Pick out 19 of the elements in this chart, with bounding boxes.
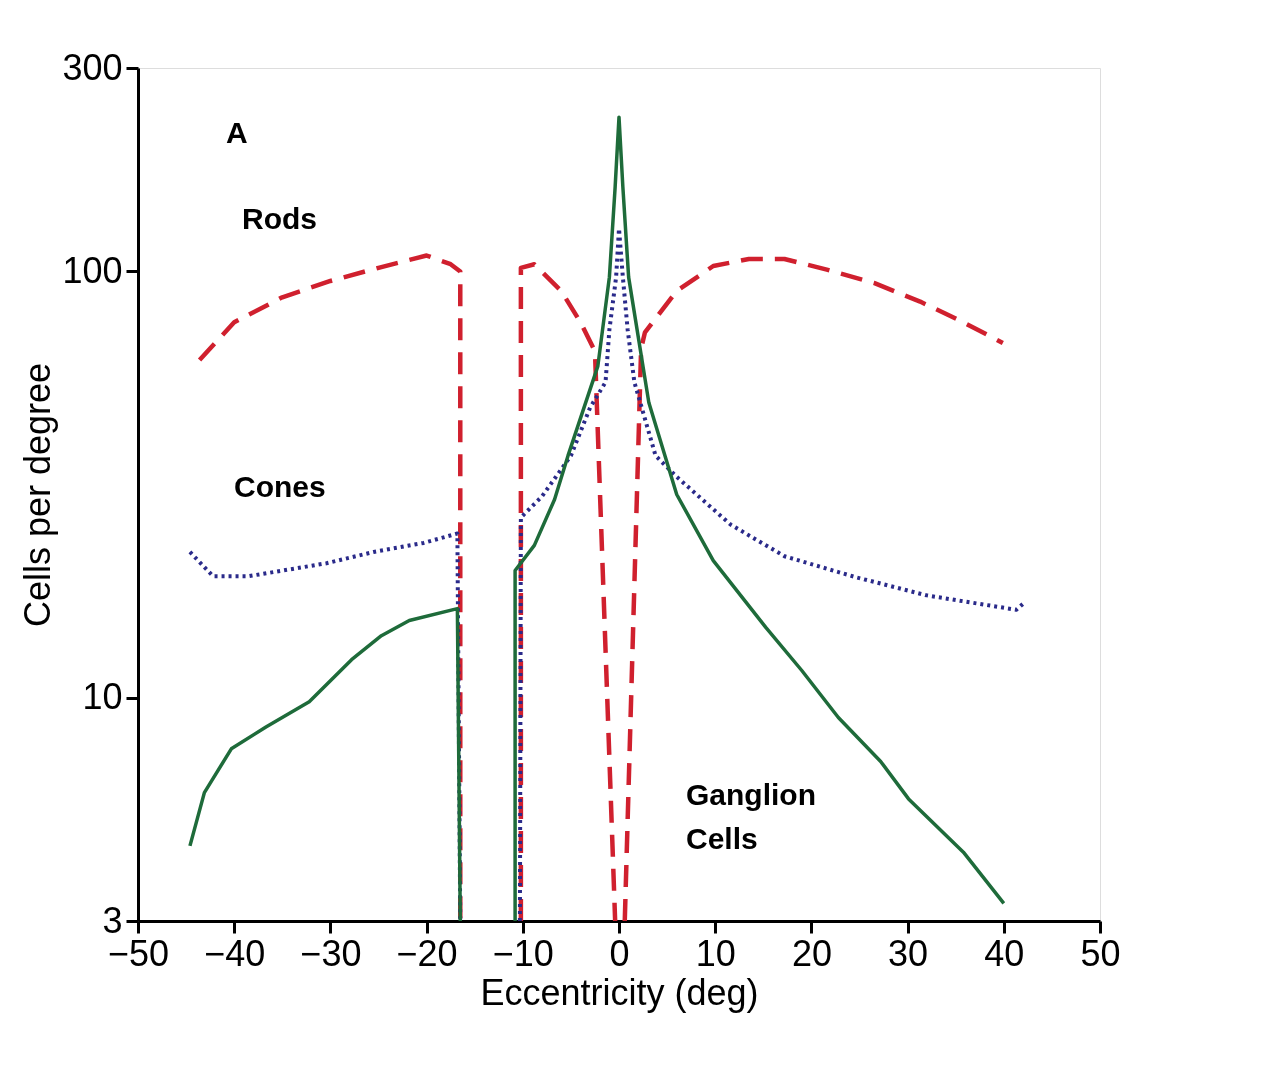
y-tick-label: 300 <box>62 46 123 88</box>
x-axis-title: Eccentricity (deg) <box>480 971 759 1013</box>
series-label: Ganglion Cells <box>686 778 816 855</box>
series-label: Rods <box>242 202 317 235</box>
x-tick-label: 10 <box>695 932 736 974</box>
x-tick-label: 0 <box>609 932 630 974</box>
series-label: Cones <box>234 470 326 503</box>
annotation: A <box>226 116 248 149</box>
y-tick-label: 10 <box>82 676 123 718</box>
x-tick-label: −30 <box>300 932 362 974</box>
x-tick-label: −20 <box>396 932 458 974</box>
x-tick-label: 40 <box>984 932 1025 974</box>
x-tick-label: 30 <box>888 932 929 974</box>
y-tick-label: 100 <box>62 249 123 291</box>
x-tick-label: −40 <box>204 932 266 974</box>
x-tick-label: 50 <box>1080 932 1121 974</box>
x-tick-label: 20 <box>791 932 832 974</box>
x-tick-label: −10 <box>492 932 554 974</box>
y-axis-title: Cells per degree <box>17 362 59 628</box>
